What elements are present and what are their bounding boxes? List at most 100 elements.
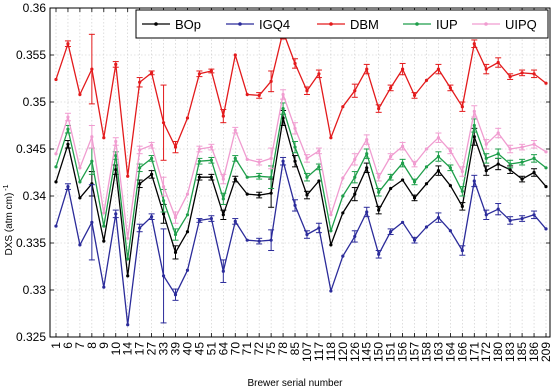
plot-frame bbox=[49, 7, 551, 338]
data-point bbox=[173, 216, 178, 220]
series-line bbox=[55, 160, 547, 326]
data-point bbox=[520, 177, 524, 181]
data-point bbox=[221, 197, 225, 201]
data-point bbox=[173, 293, 178, 297]
data-point bbox=[150, 215, 154, 219]
data-point bbox=[305, 156, 309, 160]
legend: BOp IGQ4 DBM IUP UIPQ bbox=[135, 9, 549, 39]
data-point bbox=[150, 143, 154, 147]
series-dbm bbox=[54, 23, 548, 178]
data-point bbox=[209, 158, 213, 162]
data-point bbox=[400, 144, 405, 148]
x-tick-label: 27 bbox=[145, 342, 159, 356]
data-point bbox=[365, 152, 369, 156]
data-point bbox=[400, 67, 405, 71]
data-point bbox=[365, 138, 369, 142]
x-tick-label: 40 bbox=[180, 342, 194, 356]
x-tick-label: 14 bbox=[121, 342, 135, 356]
data-point bbox=[400, 178, 405, 182]
data-point bbox=[353, 89, 357, 93]
data-point bbox=[460, 204, 464, 208]
x-tick-label: 64 bbox=[216, 342, 230, 356]
data-point bbox=[484, 156, 488, 160]
data-point bbox=[269, 156, 273, 160]
data-point bbox=[245, 157, 249, 161]
data-point bbox=[102, 239, 106, 243]
x-tick-label: 117 bbox=[312, 342, 326, 361]
data-point bbox=[54, 152, 58, 156]
data-point bbox=[209, 216, 213, 221]
data-point bbox=[424, 165, 429, 169]
data-point bbox=[389, 186, 393, 191]
data-point bbox=[197, 175, 202, 179]
data-point bbox=[102, 136, 106, 140]
data-point bbox=[293, 126, 297, 130]
x-tick-label: 180 bbox=[491, 342, 505, 362]
x-tick-label: 39 bbox=[169, 342, 183, 356]
series-uipq bbox=[54, 89, 548, 240]
data-point bbox=[173, 232, 178, 237]
x-tick-label: 71 bbox=[240, 342, 254, 356]
data-point bbox=[424, 78, 429, 82]
data-point bbox=[424, 182, 429, 186]
data-point bbox=[138, 166, 142, 170]
data-point bbox=[209, 69, 213, 73]
data-point bbox=[400, 220, 405, 224]
data-point bbox=[185, 213, 190, 217]
legend-item-iup: IUP bbox=[403, 17, 458, 32]
data-point bbox=[484, 142, 488, 146]
y-axis-title-sup: -1 bbox=[3, 184, 10, 190]
data-point bbox=[150, 71, 154, 75]
data-point bbox=[90, 159, 94, 163]
legend-swatch-marker bbox=[415, 22, 419, 26]
data-point bbox=[436, 154, 441, 159]
data-point bbox=[508, 162, 512, 166]
x-tick-label: 145 bbox=[360, 342, 374, 362]
data-point bbox=[412, 196, 417, 200]
data-point bbox=[436, 136, 441, 140]
data-point bbox=[532, 170, 536, 175]
x-tick-label: 45 bbox=[192, 342, 206, 356]
data-point bbox=[341, 194, 345, 198]
data-point bbox=[257, 160, 261, 164]
data-point bbox=[377, 175, 381, 179]
x-tick-label: 70 bbox=[228, 342, 242, 356]
data-point bbox=[496, 131, 500, 135]
data-point bbox=[66, 185, 70, 189]
data-point bbox=[54, 77, 58, 82]
y-tick-label: 0.335 bbox=[16, 236, 46, 250]
x-tick-label: 163 bbox=[431, 342, 445, 362]
data-point bbox=[173, 145, 178, 149]
legend-label: UIPQ bbox=[505, 17, 537, 32]
data-point bbox=[245, 92, 249, 97]
data-point bbox=[544, 227, 548, 231]
data-point bbox=[472, 123, 476, 128]
x-tick-label: 75 bbox=[264, 342, 278, 356]
data-point bbox=[508, 168, 512, 172]
data-point bbox=[90, 67, 94, 71]
x-tick-label: 51 bbox=[204, 342, 218, 356]
data-point bbox=[353, 234, 357, 239]
data-point bbox=[138, 182, 142, 186]
data-point bbox=[412, 93, 417, 98]
x-tick-label: 7 bbox=[73, 342, 87, 349]
x-tick-labels: 1678910141727333940455164707172757885107… bbox=[49, 342, 553, 362]
data-point bbox=[185, 192, 190, 196]
data-point bbox=[317, 72, 321, 76]
data-point bbox=[114, 139, 118, 144]
data-point bbox=[281, 106, 285, 111]
axes bbox=[49, 7, 551, 338]
data-point bbox=[305, 89, 309, 93]
data-point bbox=[150, 172, 154, 176]
x-tick-label: 166 bbox=[455, 342, 469, 362]
x-tick-label: 171 bbox=[467, 342, 481, 362]
data-point bbox=[365, 166, 369, 170]
data-point bbox=[161, 212, 166, 216]
data-point bbox=[448, 149, 452, 153]
data-point bbox=[389, 154, 393, 159]
data-point bbox=[317, 149, 321, 153]
data-point bbox=[436, 216, 441, 220]
x-tick-label: 107 bbox=[300, 342, 314, 362]
data-point bbox=[472, 42, 476, 46]
data-point bbox=[233, 128, 237, 132]
